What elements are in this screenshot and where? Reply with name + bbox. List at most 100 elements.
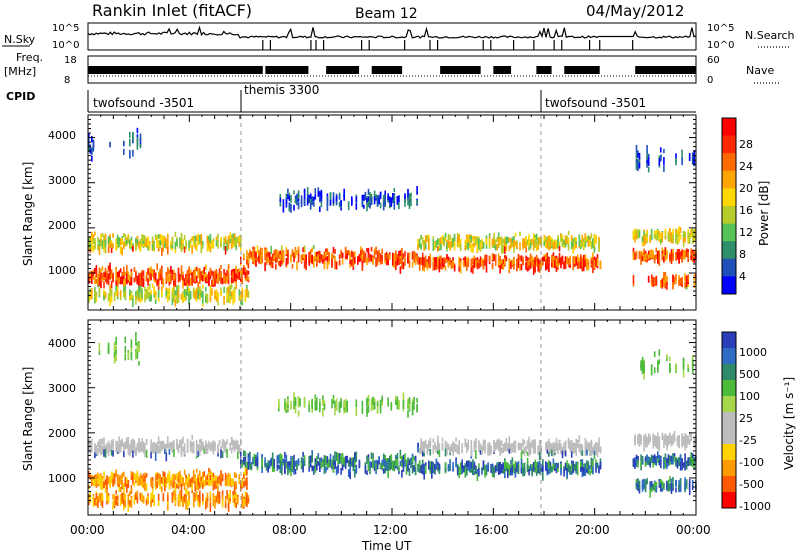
- range-gate-cell: [355, 196, 358, 203]
- range-gate-cell: [200, 438, 203, 446]
- range-gate-cell: [494, 465, 497, 473]
- range-gate-cell: [180, 448, 183, 457]
- range-gate-cell: [429, 461, 432, 467]
- range-gate-cell: [398, 195, 400, 203]
- range-gate-cell: [195, 275, 198, 283]
- range-gate-cell: [691, 156, 694, 165]
- range-gate-cell: [473, 470, 476, 475]
- range-gate-cell: [462, 467, 465, 473]
- range-gate-cell: [647, 254, 650, 260]
- range-gate-cell: [214, 481, 216, 490]
- range-gate-cell: [421, 264, 424, 271]
- range-gate-cell: [358, 459, 361, 469]
- range-gate-cell: [303, 401, 306, 408]
- range-gate-cell: [334, 400, 336, 408]
- range-gate-cell: [592, 267, 594, 274]
- range-gate-cell: [223, 286, 225, 293]
- power-cbar-tick-8: 8: [739, 248, 746, 261]
- range-gate-cell: [325, 251, 327, 258]
- range-gate-cell: [287, 399, 289, 405]
- range-gate-cell: [552, 242, 555, 249]
- range-gate-cell: [100, 446, 102, 455]
- range-gate-cell: [650, 278, 653, 283]
- range-gate-cell: [320, 462, 323, 469]
- range-gate-cell: [129, 277, 131, 283]
- range-gate-cell: [646, 232, 648, 239]
- range-gate-cell: [164, 478, 166, 483]
- range-gate-cell: [110, 240, 113, 246]
- range-gate-cell: [332, 197, 335, 204]
- range-gate-cell: [354, 257, 356, 264]
- range-gate-cell: [561, 450, 564, 459]
- range-gate-cell: [145, 292, 148, 300]
- range-gate-cell: [526, 440, 529, 450]
- range-gate-cell: [456, 465, 459, 470]
- range-gate-cell: [555, 240, 558, 250]
- range-gate-cell: [116, 271, 119, 278]
- range-gate-cell: [145, 438, 148, 445]
- range-gate-cell: [532, 233, 535, 241]
- range-gate-cell: [202, 284, 204, 289]
- range-gate-cell: [470, 447, 473, 457]
- range-gate-cell: [396, 458, 399, 467]
- range-gate-cell: [382, 196, 385, 203]
- range-gate-cell: [206, 243, 209, 252]
- range-gate-cell: [180, 269, 183, 278]
- range-gate-cell: [135, 297, 137, 305]
- range-gate-cell: [485, 238, 488, 245]
- range-gate-cell: [398, 256, 400, 266]
- range-gate-cell: [379, 253, 382, 262]
- range-gate-cell: [411, 407, 414, 415]
- range-gate-cell: [203, 471, 206, 477]
- freq-block-4: [440, 66, 481, 74]
- range-gate-cell: [655, 275, 658, 282]
- range-gate-cell: [453, 242, 456, 251]
- range-gate-cell: [681, 149, 683, 157]
- range-gate-cell: [89, 237, 92, 243]
- range-gate-cell: [103, 243, 105, 252]
- range-gate-cell: [437, 449, 439, 455]
- range-gate-cell: [180, 475, 183, 481]
- range-gate-cell: [354, 452, 356, 460]
- range-gate-cell: [285, 401, 288, 411]
- range-gate-cell: [418, 447, 421, 452]
- range-gate-cell: [192, 446, 195, 454]
- range-gate-cell: [124, 234, 127, 242]
- range-gate-cell: [302, 451, 304, 457]
- range-gate-cell: [546, 258, 549, 265]
- range-gate-cell: [566, 239, 568, 245]
- range-gate-cell: [678, 226, 680, 233]
- range-gate-cell: [97, 276, 99, 286]
- range-gate-cell: [372, 396, 374, 405]
- range-gate-cell: [273, 459, 275, 467]
- range-gate-cell: [593, 445, 596, 451]
- range-gate-cell: [595, 235, 597, 244]
- range-gate-cell: [94, 268, 96, 274]
- range-gate-cell: [508, 464, 511, 473]
- range-gate-cell: [593, 239, 596, 247]
- range-gate-cell: [520, 255, 523, 262]
- range-gate-cell: [139, 477, 142, 484]
- range-gate-cell: [313, 468, 315, 475]
- range-gate-cell: [485, 464, 488, 470]
- range-gate-cell: [548, 438, 550, 445]
- range-gate-cell: [208, 481, 210, 487]
- range-gate-cell: [481, 239, 483, 247]
- range-gate-cell: [528, 436, 530, 443]
- range-gate-cell: [147, 291, 149, 299]
- range-gate-cell: [199, 444, 201, 452]
- range-gate-cell: [575, 438, 577, 445]
- range-gate-cell: [526, 263, 529, 272]
- range-gate-cell: [395, 395, 397, 404]
- range-gate-cell: [354, 468, 356, 478]
- range-gate-cell: [464, 468, 467, 476]
- range-gate-cell: [402, 392, 405, 400]
- range-gate-cell: [142, 275, 145, 282]
- range-gate-cell: [534, 439, 536, 447]
- range-gate-cell: [349, 252, 351, 261]
- range-gate-cell: [372, 452, 374, 459]
- range-gate-cell: [139, 445, 142, 452]
- range-gate-cell: [420, 441, 422, 449]
- range-gate-cell: [332, 246, 335, 254]
- range-gate-cell: [290, 203, 292, 213]
